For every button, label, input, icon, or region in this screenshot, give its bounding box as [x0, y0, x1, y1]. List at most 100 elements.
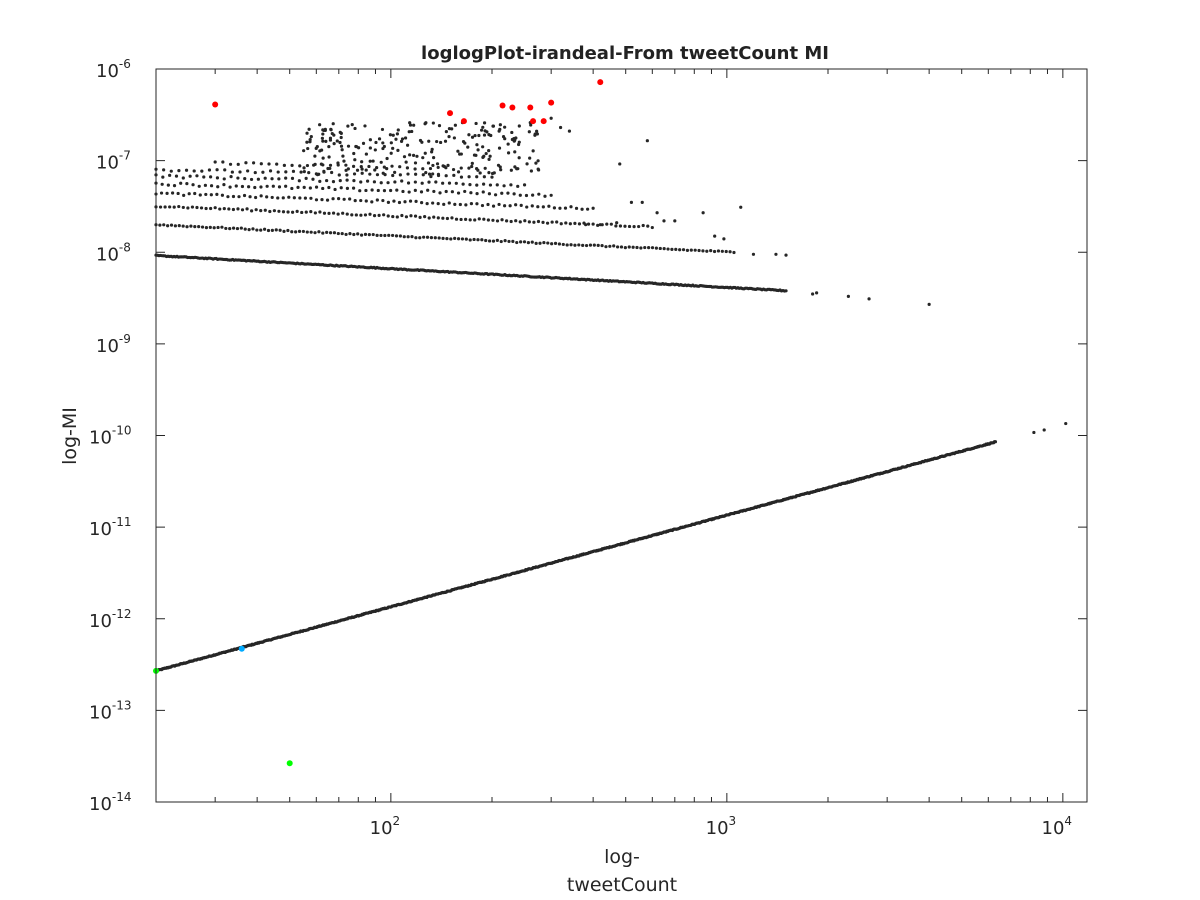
data-point — [515, 167, 519, 171]
data-point — [728, 250, 732, 254]
data-point — [469, 202, 474, 206]
data-point — [327, 211, 331, 215]
data-point — [282, 163, 286, 167]
data-point — [400, 213, 404, 218]
data-point — [379, 160, 383, 164]
data-point — [549, 193, 553, 197]
data-point — [352, 232, 356, 237]
data-point — [618, 162, 622, 166]
data-point — [364, 168, 368, 172]
data-point — [497, 202, 501, 207]
data-point — [290, 176, 295, 180]
data-point — [442, 202, 446, 206]
data-point — [187, 192, 191, 196]
data-point — [202, 175, 206, 179]
data-point — [536, 167, 540, 171]
data-point — [474, 121, 478, 126]
data-point — [408, 199, 413, 203]
data-point — [236, 207, 240, 211]
data-point — [450, 127, 454, 131]
data-point — [536, 159, 540, 163]
data-point — [927, 302, 931, 306]
data-point — [470, 161, 474, 165]
data-point — [460, 118, 467, 125]
data-point — [195, 174, 199, 178]
data-point — [406, 172, 410, 176]
data-point — [478, 171, 482, 175]
data-point — [159, 191, 164, 195]
data-point — [629, 200, 634, 204]
data-point — [492, 171, 496, 175]
data-point — [459, 175, 464, 179]
data-point — [430, 147, 434, 151]
data-point — [227, 207, 231, 211]
data-point — [529, 123, 533, 127]
data-point — [324, 139, 328, 143]
data-point — [509, 104, 516, 111]
data-point — [522, 240, 527, 244]
data-point — [315, 145, 319, 149]
data-point — [450, 190, 454, 194]
data-point — [216, 185, 220, 189]
y-tick-label: 10-14 — [89, 790, 132, 815]
data-point — [321, 132, 325, 136]
data-point — [427, 216, 431, 220]
data-point — [305, 230, 309, 234]
data-point — [404, 160, 408, 164]
data-point — [413, 188, 417, 192]
data-point — [406, 143, 410, 147]
data-point — [463, 189, 467, 194]
data-point — [213, 160, 217, 164]
data-point — [359, 165, 363, 169]
data-point — [421, 173, 425, 177]
data-point — [402, 235, 406, 239]
data-point — [229, 175, 233, 179]
data-point — [252, 161, 256, 165]
data-point — [427, 139, 431, 143]
data-point — [488, 154, 492, 158]
data-point — [385, 167, 389, 171]
data-point — [302, 149, 306, 153]
data-point — [543, 194, 547, 198]
data-point — [487, 157, 491, 161]
data-point — [305, 163, 310, 168]
data-point — [373, 148, 377, 152]
data-point — [304, 210, 308, 214]
data-point — [242, 193, 247, 198]
data-point — [220, 193, 224, 197]
data-point — [375, 166, 379, 170]
data-point — [254, 195, 258, 200]
data-point — [396, 128, 400, 132]
data-point — [325, 178, 329, 183]
data-point — [179, 181, 183, 185]
data-point — [391, 173, 395, 178]
data-point — [284, 184, 288, 188]
data-point — [598, 223, 602, 227]
data-point — [437, 236, 441, 240]
data-point — [321, 156, 325, 160]
data-point — [346, 124, 350, 128]
data-point — [670, 247, 674, 252]
data-point — [502, 184, 506, 188]
data-point — [368, 212, 372, 216]
data-point — [456, 191, 461, 195]
data-point — [483, 129, 487, 133]
data-point — [605, 222, 609, 226]
data-point — [325, 198, 330, 202]
data-point — [666, 247, 670, 251]
data-point — [493, 193, 498, 197]
data-point — [405, 166, 410, 170]
data-point — [339, 131, 343, 135]
data-point — [413, 167, 417, 171]
data-point — [400, 137, 405, 141]
data-point — [527, 220, 531, 224]
data-point — [637, 224, 641, 229]
x-axis-label-line2: tweetCount — [567, 874, 677, 896]
data-point — [720, 249, 724, 253]
data-point — [335, 139, 339, 143]
data-point — [247, 228, 251, 232]
data-point — [658, 246, 662, 251]
data-point — [231, 207, 236, 212]
data-point — [176, 191, 180, 196]
data-point — [461, 182, 465, 186]
